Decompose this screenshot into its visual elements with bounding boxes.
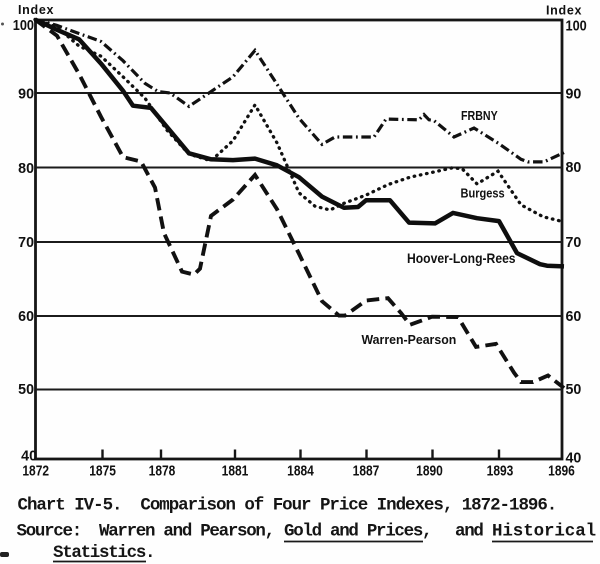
- svg-text:Index: Index: [546, 4, 582, 18]
- svg-text:1881: 1881: [222, 462, 249, 479]
- svg-text:1875: 1875: [89, 462, 116, 479]
- svg-text:Hoover-Long-Rees: Hoover-Long-Rees: [407, 250, 516, 266]
- svg-text:1893: 1893: [487, 462, 514, 479]
- svg-text:Warren-Pearson: Warren-Pearson: [362, 333, 457, 347]
- svg-text:90: 90: [566, 86, 582, 102]
- svg-text:100: 100: [13, 16, 34, 33]
- svg-text:1878: 1878: [149, 462, 176, 479]
- svg-text:90: 90: [18, 86, 34, 102]
- svg-text:80: 80: [566, 160, 582, 176]
- svg-text:1884: 1884: [287, 462, 314, 479]
- svg-text:40: 40: [566, 450, 582, 466]
- svg-text:Source:Warren and Pearson,Gold: Source: Warren and Pearson, Gold and Price…: [17, 522, 597, 542]
- svg-text:1890: 1890: [416, 462, 443, 479]
- svg-text:1872: 1872: [22, 462, 49, 479]
- svg-text:60: 60: [18, 309, 34, 325]
- svg-text:Burgess: Burgess: [461, 186, 505, 201]
- svg-text:50: 50: [566, 382, 582, 398]
- svg-text:40: 40: [21, 448, 37, 464]
- svg-text:FRBNY: FRBNY: [461, 108, 498, 123]
- svg-text:Chart IV-5. Comparison of Fou: Chart IV-5. Comparison of Four Price Ind…: [18, 496, 557, 516]
- svg-text:50: 50: [18, 382, 34, 398]
- svg-text:1887: 1887: [353, 462, 380, 479]
- svg-text:100: 100: [566, 16, 587, 33]
- svg-text:Statistics.: Statistics.: [53, 543, 154, 563]
- svg-text:70: 70: [18, 235, 34, 251]
- svg-text:1896: 1896: [548, 462, 575, 479]
- svg-text:70: 70: [566, 235, 582, 251]
- svg-text:60: 60: [566, 309, 582, 325]
- svg-text:Index: Index: [18, 3, 54, 17]
- svg-text:80: 80: [18, 161, 34, 177]
